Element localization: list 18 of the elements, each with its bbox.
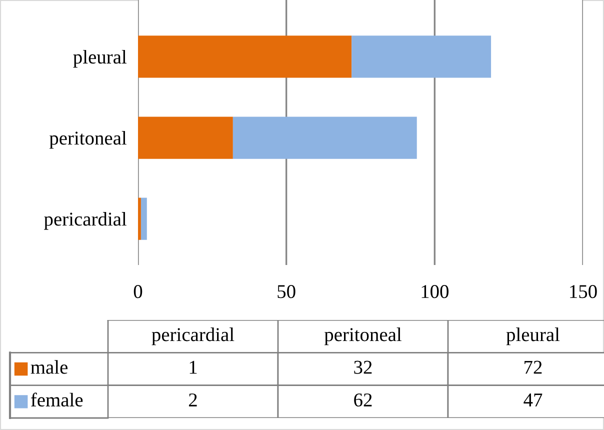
x-tick-label: peritoneal xyxy=(324,328,402,346)
x-tick-label: 100 xyxy=(422,285,449,298)
y-tick-label: peritoneal xyxy=(49,131,126,149)
data-label: 62 xyxy=(354,393,372,407)
legend-label: male xyxy=(30,360,68,374)
x-tick-label: pleural xyxy=(506,328,560,346)
data-label: 1 xyxy=(190,360,197,374)
data-label: 32 xyxy=(354,360,372,374)
x-tick-label: 50 xyxy=(278,285,296,298)
legend-label: female xyxy=(31,392,83,407)
x-tick-label: 150 xyxy=(570,285,597,298)
y-tick-label: pleural xyxy=(73,50,126,68)
data-label: 2 xyxy=(188,393,197,406)
data-label: 47 xyxy=(524,394,542,406)
data-label: 72 xyxy=(524,360,542,374)
x-tick-label: pericardial xyxy=(152,328,234,346)
y-tick-label: pericardial xyxy=(44,212,126,230)
x-tick-label: 0 xyxy=(134,285,142,298)
